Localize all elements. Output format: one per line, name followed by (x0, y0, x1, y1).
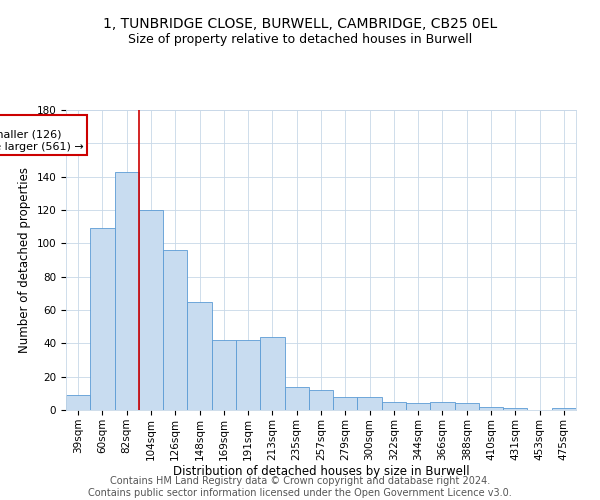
Bar (333, 396, 358, 410)
Bar (163, 250, 187, 410)
Bar (236, 340, 260, 410)
Bar (260, 336, 284, 410)
Text: Size of property relative to detached houses in Burwell: Size of property relative to detached ho… (128, 32, 472, 46)
Bar (358, 396, 382, 410)
Bar (309, 390, 333, 410)
Bar (503, 408, 527, 410)
Bar (90, 228, 115, 410)
Y-axis label: Number of detached properties: Number of detached properties (18, 167, 31, 353)
Bar (187, 302, 212, 410)
Bar (115, 172, 139, 410)
Text: 1 TUNBRIDGE CLOSE: 83sqm
← 18% of detached houses are smaller (126)
81% of semi-: 1 TUNBRIDGE CLOSE: 83sqm ← 18% of detach… (0, 118, 84, 152)
Text: Contains HM Land Registry data © Crown copyright and database right 2024.
Contai: Contains HM Land Registry data © Crown c… (88, 476, 512, 498)
Bar (430, 402, 455, 410)
Bar (406, 404, 430, 410)
Bar (212, 340, 236, 410)
Bar (284, 386, 309, 410)
Bar (455, 404, 479, 410)
Bar (66, 395, 90, 410)
Bar (139, 210, 163, 410)
Bar (552, 408, 576, 410)
Bar (382, 402, 406, 410)
Text: 1, TUNBRIDGE CLOSE, BURWELL, CAMBRIDGE, CB25 0EL: 1, TUNBRIDGE CLOSE, BURWELL, CAMBRIDGE, … (103, 18, 497, 32)
Bar (479, 406, 503, 410)
X-axis label: Distribution of detached houses by size in Burwell: Distribution of detached houses by size … (173, 466, 469, 478)
